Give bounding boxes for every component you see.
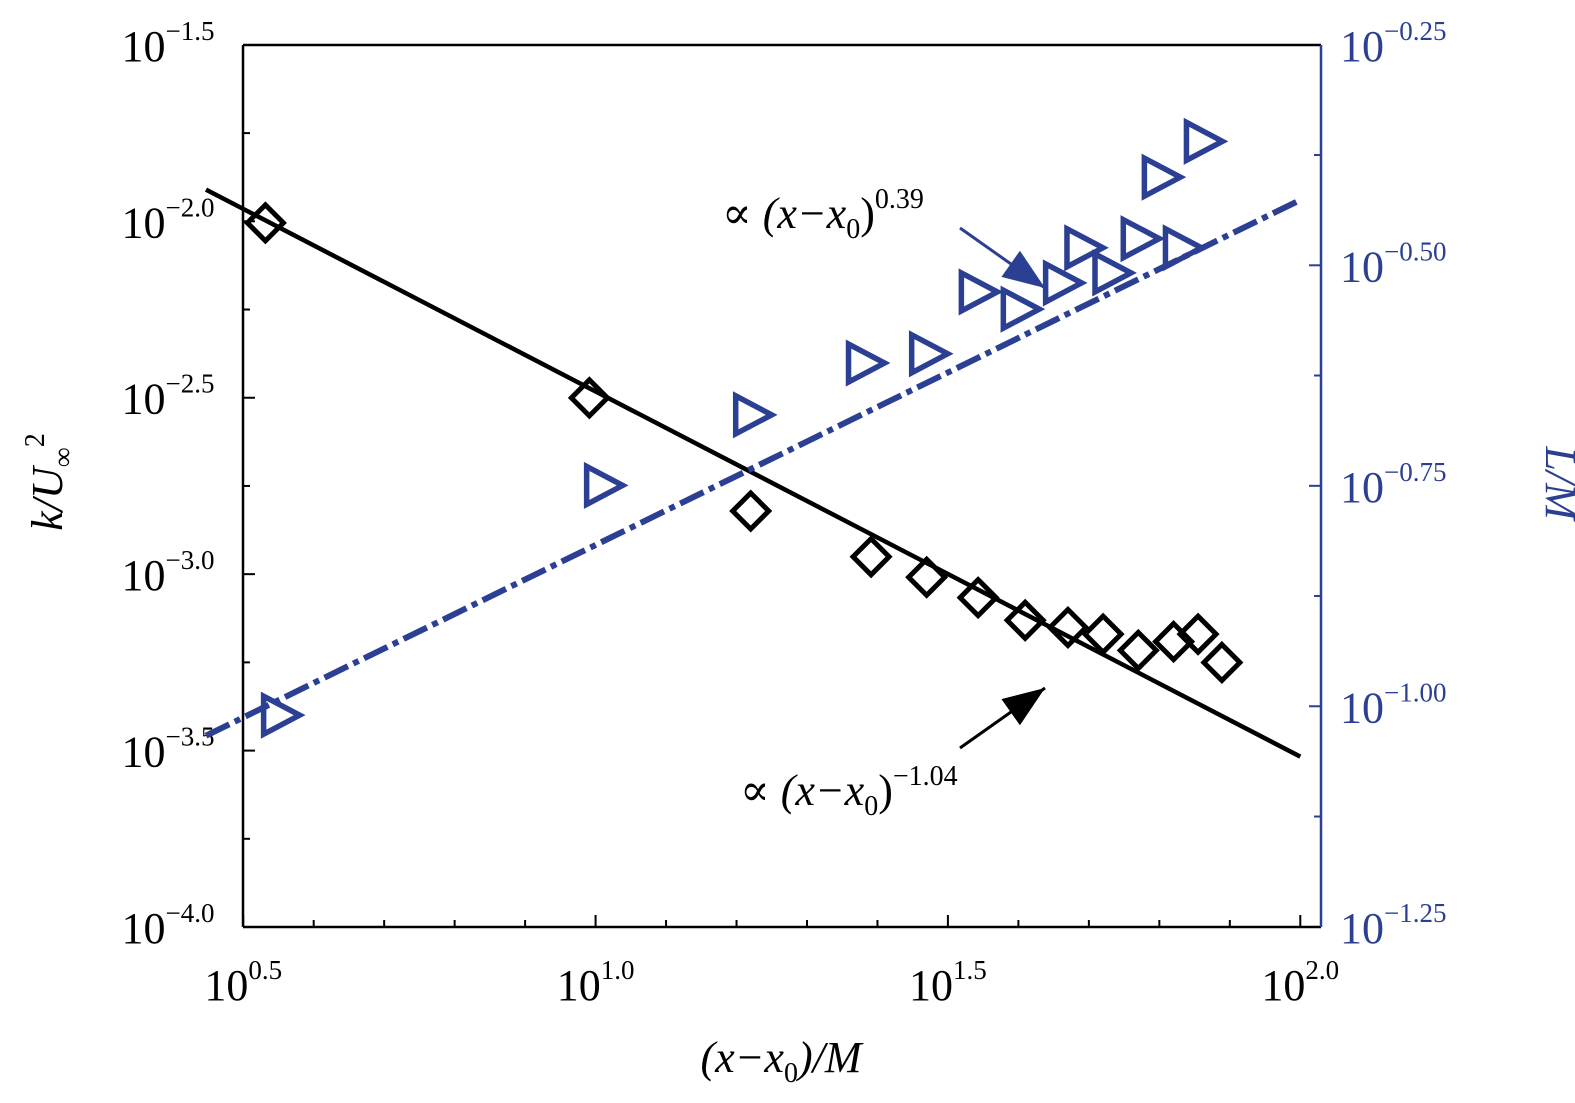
- left-tick-label-base: 10: [122, 375, 166, 424]
- diamond-marker: [1081, 612, 1125, 656]
- triangle-marker: [1183, 117, 1229, 165]
- right-tick-label-base: 10: [1340, 904, 1384, 953]
- diamond-marker: [1003, 598, 1047, 642]
- triangle-marker: [583, 461, 629, 509]
- left-y-axis: 10−1.510−2.010−2.510−3.010−3.510−4.0: [122, 16, 255, 953]
- triangle-marker: [958, 268, 1004, 316]
- x-tick-label-exponent: 1.5: [953, 955, 987, 985]
- growth-fit-label-part: ∝ (x−x: [722, 189, 847, 238]
- left-tick-label: 10−3.0: [122, 545, 215, 600]
- left-tick-label-exponent: −3.5: [166, 722, 215, 752]
- decay-fit-label: ∝ (x−x0)−1.04: [740, 761, 958, 822]
- x-tick-label-exponent: 2.0: [1305, 955, 1339, 985]
- diamond-marker: [1046, 605, 1090, 650]
- right-y-axis-label: L/M: [1536, 445, 1575, 522]
- left-tick-label-exponent: −2.5: [166, 369, 215, 399]
- decay-fit-label-part: −1.04: [893, 761, 958, 792]
- triangle-marker: [1120, 215, 1166, 263]
- left-tick-label: 10−1.5: [122, 16, 215, 71]
- right-tick-label-exponent: −1.25: [1384, 898, 1446, 928]
- fit-lines: [204, 187, 1302, 759]
- left-tick-label-base: 10: [122, 551, 166, 600]
- triangle-marker: [845, 339, 891, 387]
- markers: [243, 117, 1244, 739]
- right-tick-label-exponent: −0.50: [1384, 236, 1446, 266]
- diamond-marker: [729, 489, 773, 533]
- left-tick-label-exponent: −4.0: [166, 898, 215, 928]
- triangle-marker: [908, 330, 954, 378]
- x-tick-label-base: 10: [1261, 961, 1305, 1010]
- x-tick-label: 102.0: [1261, 955, 1339, 1010]
- left-tick-label-base: 10: [122, 198, 166, 247]
- left-tick-label-exponent: −2.0: [166, 192, 215, 222]
- x-axis: 100.5 101.0 101.5 102.0: [204, 915, 1339, 1010]
- annotations: ∝ (x−x0)0.39∝ (x−x0)−1.04: [722, 184, 1046, 822]
- x-tick-label-exponent: 1.0: [601, 955, 635, 985]
- triangle-marker: [1092, 249, 1137, 297]
- right-tick-label-exponent: −0.25: [1384, 16, 1446, 46]
- decay-fit-line: [204, 187, 1302, 759]
- triangle-marker: [1042, 259, 1088, 307]
- right-tick-label: 10−0.25: [1340, 16, 1446, 71]
- triangle-marker: [1064, 224, 1109, 272]
- x-axis-label: (x−x0)/M: [701, 1033, 864, 1089]
- left-tick-label: 10−4.0: [122, 898, 215, 953]
- diamond-marker: [1116, 628, 1160, 672]
- right-tick-label: 10−0.50: [1340, 236, 1446, 291]
- x-tick-label: 101.0: [557, 955, 635, 1010]
- decay-fit-label-part: 0: [864, 791, 878, 822]
- left-tick-label-exponent: −3.0: [166, 545, 215, 575]
- diamond-marker: [1176, 612, 1220, 656]
- growth-fit-label-part: 0.39: [875, 184, 924, 215]
- decay-fit-arrow-head: [1001, 688, 1045, 726]
- decay-fit-label-part: ∝ (x−x: [740, 766, 865, 815]
- right-tick-label: 10−1.25: [1340, 898, 1446, 953]
- decay-fit-label-part: ): [878, 766, 893, 815]
- right-tick-label: 10−0.75: [1340, 457, 1446, 512]
- left-tick-label-base: 10: [122, 904, 166, 953]
- triangle-marker: [1000, 285, 1046, 333]
- right-tick-label-exponent: −1.00: [1384, 677, 1446, 707]
- x-tick-label-base: 10: [557, 961, 601, 1010]
- diamond-marker: [956, 576, 1000, 620]
- growth-fit-line: [204, 197, 1302, 739]
- left-tick-label-base: 10: [122, 728, 166, 777]
- left-y-axis-label: k/U∞2: [20, 433, 79, 531]
- right-tick-label-exponent: −0.75: [1384, 457, 1446, 487]
- triangle-marker: [260, 691, 306, 739]
- growth-fit-label: ∝ (x−x0)0.39: [722, 184, 924, 245]
- growth-fit-label-part: ): [860, 189, 875, 238]
- growth-fit-arrow-head: [1001, 250, 1045, 288]
- diamond-marker: [905, 555, 949, 599]
- right-tick-label-base: 10: [1340, 22, 1384, 71]
- x-tick-label-base: 10: [204, 961, 248, 1010]
- triangle-marker: [732, 391, 778, 439]
- left-tick-label: 10−2.5: [122, 369, 215, 424]
- left-tick-label-base: 10: [122, 22, 166, 71]
- right-tick-label-base: 10: [1340, 683, 1384, 732]
- growth-fit-label-part: 0: [846, 214, 860, 245]
- right-tick-label-base: 10: [1340, 463, 1384, 512]
- left-tick-label: 10−2.0: [122, 192, 215, 247]
- left-tick-label: 10−3.5: [122, 722, 215, 777]
- diamond-marker: [1152, 620, 1196, 664]
- x-tick-label-base: 10: [909, 961, 953, 1010]
- diamond-marker: [1200, 640, 1244, 684]
- x-tick-label: 100.5: [204, 955, 282, 1010]
- x-tick-label: 101.5: [909, 955, 987, 1010]
- triangle-marker: [1141, 153, 1187, 201]
- x-tick-label-exponent: 0.5: [248, 955, 282, 985]
- triangle-marker: [1162, 224, 1208, 272]
- right-tick-label-base: 10: [1340, 242, 1384, 291]
- diamond-marker: [243, 201, 287, 245]
- left-tick-label-exponent: −1.5: [166, 16, 215, 46]
- right-tick-label: 10−1.00: [1340, 677, 1446, 732]
- diamond-marker: [567, 376, 611, 420]
- diamond-marker: [849, 535, 893, 579]
